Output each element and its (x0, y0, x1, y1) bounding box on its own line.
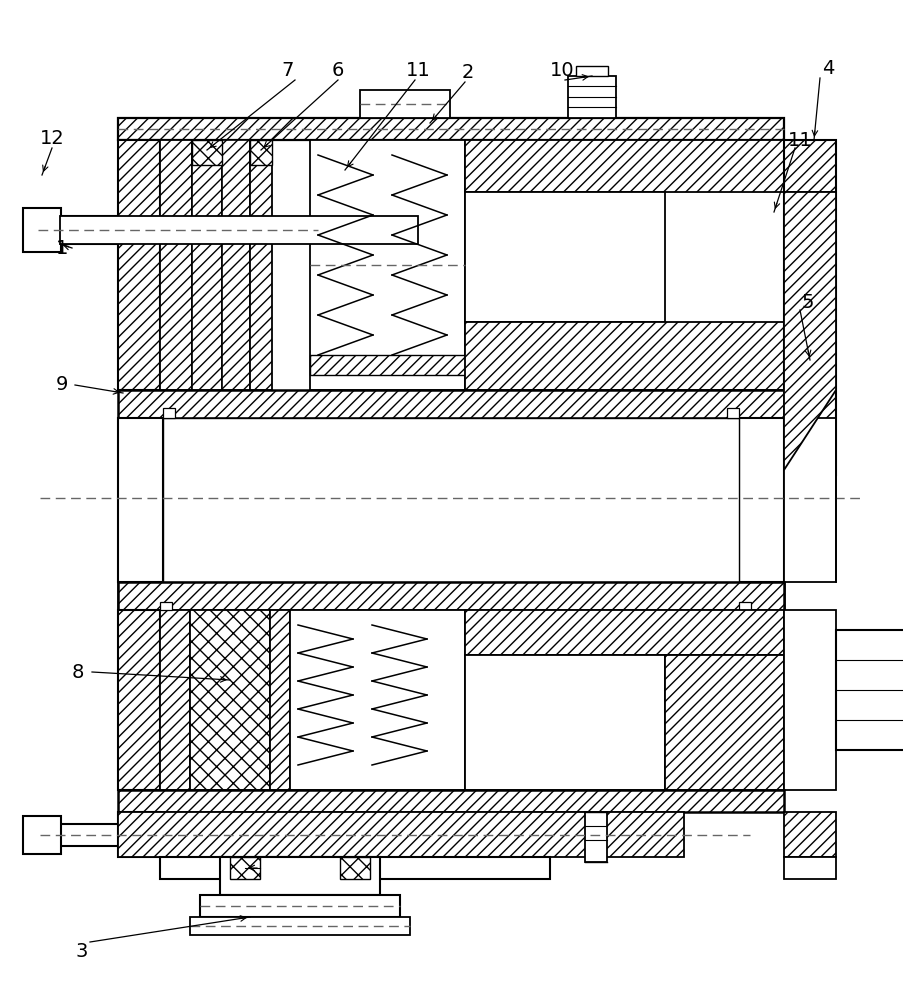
Bar (200, 895, 399, 917)
Bar (340, 857, 369, 879)
Bar (783, 418, 835, 582)
Bar (250, 140, 272, 390)
Bar (118, 812, 160, 857)
Bar (464, 140, 783, 192)
Bar (310, 355, 464, 375)
Bar (60, 216, 118, 244)
Bar (584, 812, 606, 862)
Bar (738, 418, 783, 582)
Bar (229, 857, 260, 879)
Bar (783, 610, 835, 790)
Bar (160, 610, 190, 790)
Bar (191, 140, 222, 390)
Bar (270, 610, 290, 790)
Text: 11: 11 (405, 61, 430, 80)
Text: 2: 2 (461, 63, 474, 82)
Bar (118, 790, 783, 812)
Bar (310, 140, 464, 390)
Bar (464, 322, 783, 390)
Bar (783, 812, 835, 857)
Bar (23, 816, 61, 854)
Text: 8: 8 (71, 662, 84, 682)
Bar (118, 582, 783, 610)
Polygon shape (783, 140, 835, 475)
Bar (160, 602, 172, 610)
Bar (163, 408, 175, 418)
Bar (118, 812, 684, 857)
Text: 9: 9 (56, 375, 68, 394)
Bar (23, 208, 61, 252)
Bar (567, 76, 615, 118)
Bar (835, 630, 903, 750)
Bar (118, 118, 783, 140)
Bar (726, 408, 738, 418)
Bar (575, 66, 608, 76)
Bar (222, 140, 250, 390)
Bar (118, 582, 783, 610)
Bar (359, 90, 450, 118)
Bar (191, 140, 222, 165)
Text: 6: 6 (331, 61, 344, 80)
Bar (190, 610, 270, 790)
Text: 4: 4 (821, 59, 833, 78)
Bar (783, 857, 835, 879)
Bar (464, 655, 665, 790)
Bar (118, 418, 163, 582)
Polygon shape (783, 192, 835, 390)
Bar (738, 602, 750, 610)
Bar (160, 857, 549, 879)
Text: 1: 1 (56, 238, 68, 257)
Bar (190, 917, 410, 935)
Text: 11: 11 (787, 131, 812, 150)
Text: 3: 3 (76, 942, 88, 961)
Bar (665, 655, 783, 790)
Bar (118, 610, 160, 790)
Bar (464, 192, 665, 322)
Bar (464, 610, 783, 655)
Bar (60, 824, 118, 846)
Bar (290, 610, 464, 790)
Bar (250, 140, 272, 165)
Bar (219, 857, 379, 895)
Text: 12: 12 (40, 129, 64, 148)
Text: 7: 7 (282, 61, 293, 80)
Polygon shape (783, 192, 835, 470)
Text: 10: 10 (549, 61, 573, 80)
Bar (118, 140, 160, 390)
Bar (163, 418, 738, 582)
Bar (60, 216, 417, 244)
Bar (160, 140, 191, 390)
Bar (118, 390, 783, 418)
Text: 5: 5 (801, 292, 814, 312)
